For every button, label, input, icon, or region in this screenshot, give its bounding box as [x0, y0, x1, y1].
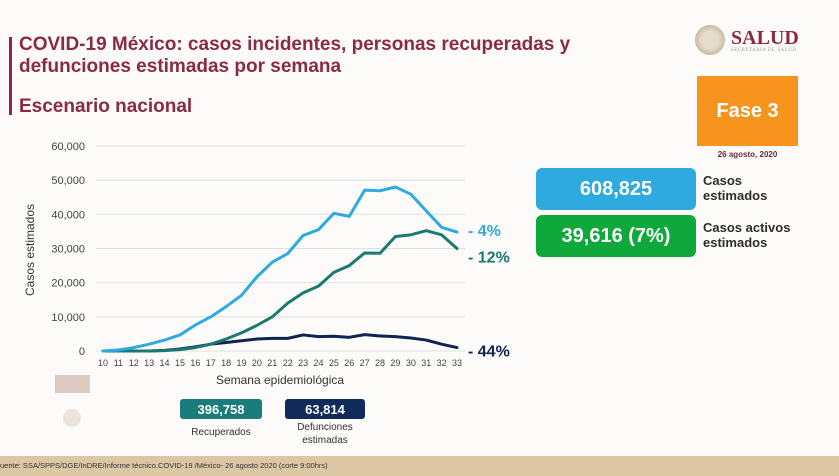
estimated-cases-label: Casos estimados: [703, 173, 767, 203]
label-line: estimadas: [302, 435, 348, 446]
recovered-total: 396,758: [180, 399, 262, 419]
label-line: Defunciones: [297, 422, 353, 433]
active-cases-value: 39,616 (7%): [536, 215, 696, 257]
x-tick-label: 13: [144, 358, 154, 368]
label-line: Casos: [703, 173, 743, 188]
salud-logo: SALUD SECRETARÍA DE SALUD: [695, 25, 799, 55]
page-title: COVID-19 México: casos incidentes, perso…: [19, 34, 571, 77]
seal-icon: [695, 25, 725, 55]
active-cases-label: Casos activos estimados: [703, 220, 790, 250]
series-end-label-defunciones: - 44%: [468, 344, 510, 361]
series-line-recuperados: [101, 229, 459, 353]
x-tick-label: 23: [298, 358, 308, 368]
title-accent-bar: [9, 37, 12, 115]
logo-subtext: SECRETARÍA DE SALUD: [731, 47, 797, 53]
x-tick-label: 17: [206, 358, 216, 368]
x-axis-label: Semana epidemiológica: [216, 373, 344, 387]
y-tick-label: 50,000: [51, 175, 85, 187]
x-tick-label: 27: [360, 358, 370, 368]
x-tick-label: 29: [390, 358, 400, 368]
x-tick-label: 18: [221, 358, 231, 368]
y-tick-label: 20,000: [51, 278, 85, 290]
x-tick-label: 33: [452, 358, 462, 368]
label-line: estimados: [703, 235, 768, 250]
source-footer: uente: SSA/SPPS/DGE/InDRE/Informe técnic…: [0, 456, 839, 476]
x-tick-label: 14: [160, 358, 170, 368]
estimated-cases-value: 608,825: [536, 168, 696, 210]
x-tick-label: 20: [252, 358, 262, 368]
x-tick-label: 24: [313, 358, 323, 368]
x-tick-label: 22: [283, 358, 293, 368]
x-tick-label: 28: [375, 358, 385, 368]
x-tick-label: 19: [237, 358, 247, 368]
y-tick-label: 30,000: [51, 244, 85, 256]
x-tick-label: 12: [129, 358, 139, 368]
deaths-total: 63,814: [285, 399, 365, 419]
phase-date: 26 agosto, 2020: [717, 150, 778, 159]
series-end-label-recuperados: - 12%: [468, 250, 510, 267]
phase-badge: Fase 3: [697, 76, 798, 146]
series-end-label-casos: - 4%: [468, 223, 501, 240]
x-tick-label: 32: [437, 358, 447, 368]
y-tick-label: 60,000: [51, 141, 85, 153]
x-tick-label: 11: [114, 358, 123, 368]
x-tick-label: 16: [190, 358, 200, 368]
label-line: Casos activos: [703, 220, 791, 235]
x-tick-label: 10: [98, 358, 108, 368]
deaths-label: Defunciones estimadas: [275, 421, 375, 447]
x-tick-label: 31: [421, 358, 431, 368]
x-tick-label: 21: [267, 358, 277, 368]
emblem-decoration: [50, 370, 95, 430]
page-subtitle: Escenario nacional: [19, 96, 193, 117]
x-tick-label: 30: [406, 358, 416, 368]
y-tick-label: 40,000: [51, 209, 85, 221]
y-axis-label: Casos estimados: [23, 204, 37, 296]
y-tick-label: 10,000: [51, 312, 85, 324]
x-tick-label: 15: [175, 358, 185, 368]
label-line: estimados: [703, 188, 768, 203]
y-tick-label: 0: [79, 346, 85, 358]
recovered-label: Recuperados: [191, 427, 251, 438]
x-tick-label: 25: [329, 358, 339, 368]
x-tick-label: 26: [344, 358, 354, 368]
logo-text: SALUD: [731, 26, 799, 49]
series-line-casos: [101, 185, 459, 353]
